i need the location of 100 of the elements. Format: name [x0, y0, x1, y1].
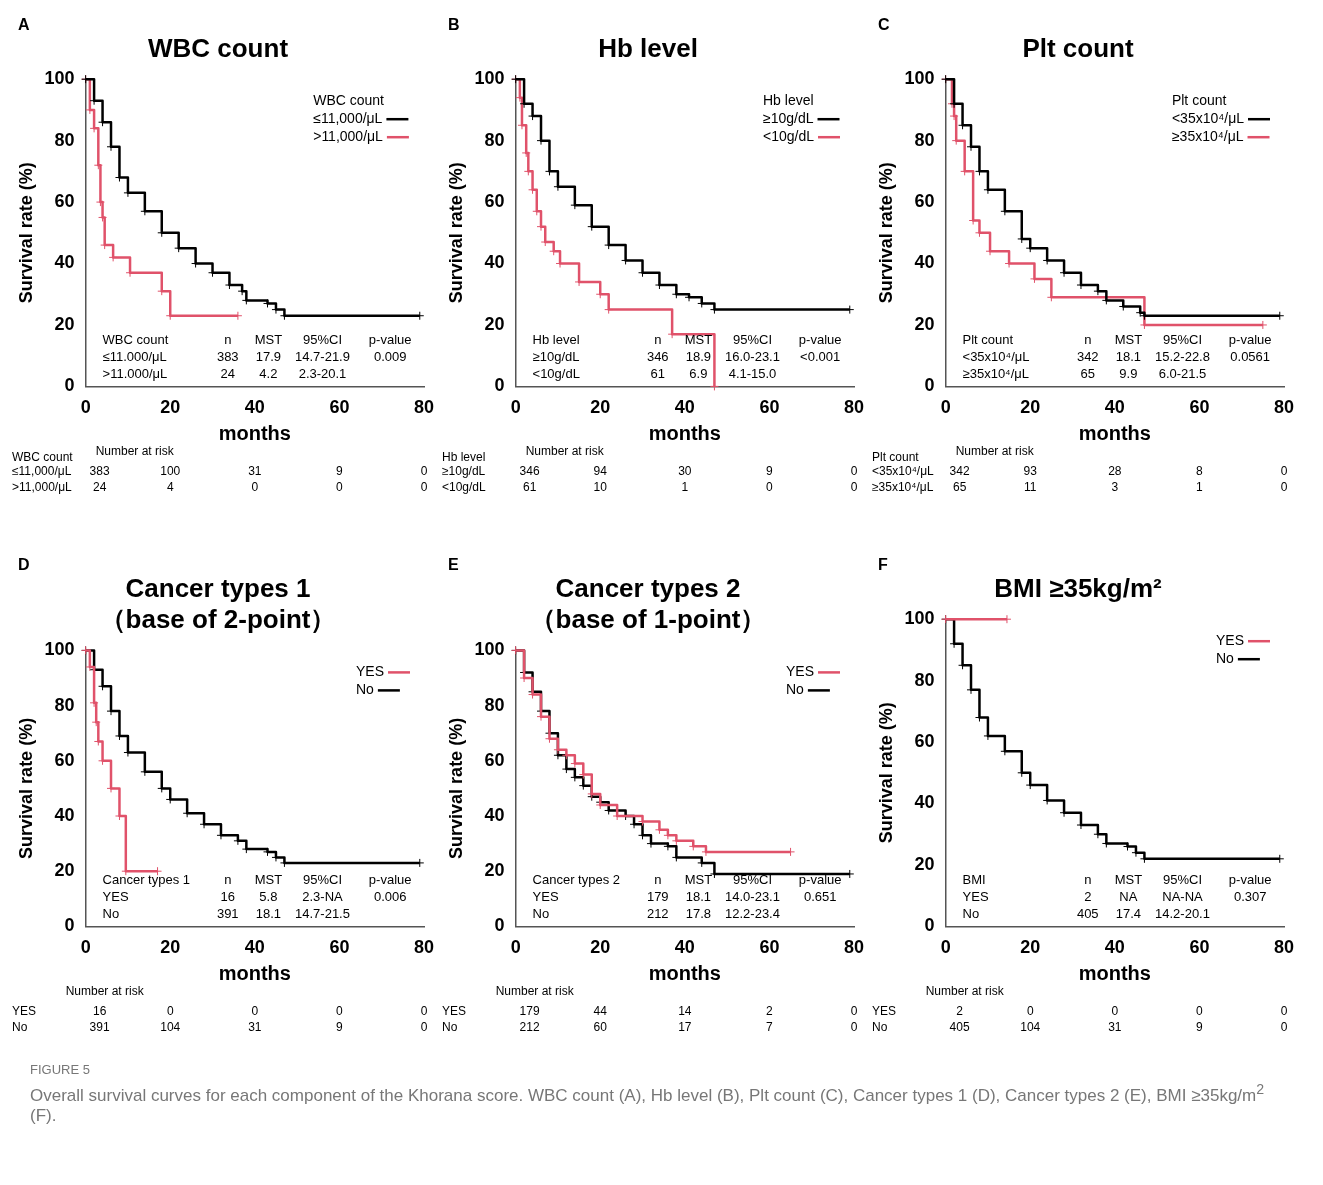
x-axis-title: months [1078, 961, 1151, 984]
chart-title: Plt count [1022, 32, 1134, 63]
x-tick-label: 80 [843, 937, 865, 958]
x-axis-title: months [648, 961, 721, 984]
text: ≥10g/dL 346 94 30 9 0 [442, 464, 858, 479]
text: YES 16 5.8 2.3-NA 0.006 [102, 888, 407, 904]
y-axis-title: Survival rate (%) [15, 717, 36, 859]
x-tick-label: 80 [1273, 937, 1295, 958]
text: ≥35x10⁴/μL 65 11 3 1 0 [872, 480, 1288, 495]
text: C [878, 16, 890, 34]
chart-title: WBC count [147, 32, 289, 63]
text: Number at risk [495, 984, 575, 999]
text: No 212 60 17 7 0 [442, 1020, 858, 1035]
x-tick-label: 0 [80, 937, 91, 958]
chart-title: Hb level [598, 32, 698, 63]
y-tick-label: 40 [484, 804, 505, 825]
x-tick-label: 80 [413, 937, 435, 958]
y-tick-label: 40 [914, 252, 935, 273]
y-tick-label: 100 [904, 68, 935, 89]
legend-label: YES [785, 663, 814, 680]
text: <10g/dL 61 6.9 4.1-15.0 [532, 365, 777, 381]
x-tick-label: 80 [413, 397, 435, 418]
x-tick-label: 40 [1104, 937, 1125, 958]
x-tick-label: 0 [510, 397, 521, 418]
chart-title: BMI ≥35kg/m² [994, 572, 1163, 603]
x-tick-label: 60 [329, 397, 350, 418]
text: No 405 104 31 9 0 [872, 1020, 1288, 1035]
x-tick-label: 40 [244, 397, 265, 418]
y-tick-label: 20 [54, 313, 75, 334]
text: ≤11.000/μL 383 17.9 14.7-21.9 0.009 [102, 348, 407, 364]
legend-label: No [355, 681, 375, 698]
text: >11,000/μL 24 4 0 0 0 [12, 480, 428, 495]
text: BMI n MST 95%CI p-value [962, 871, 1272, 887]
x-tick-label: 60 [1189, 397, 1210, 418]
x-tick-label: 0 [940, 937, 951, 958]
y-tick-label: 80 [914, 669, 935, 690]
x-axis-title: months [648, 421, 721, 444]
chart-title: Cancer types 2 （base of 1-point） [529, 572, 767, 634]
text: D [18, 556, 30, 574]
legend-label: No [785, 681, 805, 698]
x-tick-label: 40 [674, 937, 695, 958]
text: No 391 18.1 14.7-21.5 [102, 905, 350, 921]
x-tick-label: 80 [843, 397, 865, 418]
text: Number at risk [65, 984, 145, 999]
y-tick-label: 80 [484, 694, 505, 715]
text: ≤11,000/μL 383 100 31 9 0 [12, 464, 428, 479]
text: A [18, 16, 30, 34]
legend-label: ≤11,000/μL [313, 110, 383, 127]
y-tick-label: 20 [914, 853, 935, 874]
x-tick-label: 60 [759, 937, 780, 958]
x-tick-label: 80 [1273, 397, 1295, 418]
x-tick-label: 0 [940, 397, 951, 418]
caption: FIGURE 5 [30, 1062, 91, 1077]
x-tick-label: 60 [329, 937, 350, 958]
legend-title: WBC count [313, 92, 385, 109]
y-tick-label: 0 [924, 915, 935, 936]
y-tick-label: 40 [484, 252, 505, 273]
y-tick-label: 60 [914, 731, 935, 752]
text: No 391 104 31 9 0 [12, 1020, 428, 1035]
y-tick-label: 60 [914, 191, 935, 212]
legend-title: Hb level [763, 92, 814, 109]
chart-title: Cancer types 1 （base of 2-point） [99, 572, 337, 634]
legend-label: >11,000/μL [313, 128, 384, 145]
y-tick-label: 20 [54, 860, 75, 881]
text: Cancer types 2 n MST 95%CI p-value [532, 871, 842, 887]
y-tick-label: 100 [44, 639, 75, 660]
text: ≥10g/dL 346 18.9 16.0-23.1 <0.001 [532, 348, 841, 364]
text: Number at risk [925, 984, 1005, 999]
text: B [448, 16, 460, 34]
text: F [878, 556, 888, 574]
y-tick-label: 60 [54, 749, 75, 770]
text: Overall survival curves for each component of the Khorana score. WBC count (A), Hb level (B), Plt count (C), Cancer types 1 (D), Cancer types 2 (E), BMI ≥35kg/m$^{2}$ (F). [30, 1081, 1265, 1125]
x-tick-label: 20 [1020, 397, 1041, 418]
legend-label: No [1215, 650, 1235, 667]
text: E [448, 556, 459, 574]
y-tick-label: 0 [64, 915, 75, 936]
x-axis-title: months [218, 421, 291, 444]
x-tick-label: 20 [590, 937, 611, 958]
x-tick-label: 20 [590, 397, 611, 418]
y-tick-label: 80 [484, 129, 505, 150]
x-tick-label: 40 [674, 397, 695, 418]
x-tick-label: 40 [1104, 397, 1125, 418]
y-tick-label: 0 [64, 375, 75, 396]
text: ≥35x10⁴/μL 65 9.9 6.0-21.5 [962, 365, 1207, 381]
y-tick-label: 60 [54, 191, 75, 212]
y-tick-label: 40 [54, 804, 75, 825]
x-tick-label: 60 [1189, 937, 1210, 958]
legend-label: ≥10g/dL [763, 110, 814, 127]
x-axis-title: months [218, 961, 291, 984]
text: Hb level n MST 95%CI p-value [532, 331, 842, 347]
y-tick-label: 0 [494, 915, 505, 936]
text: WBC count n MST 95%CI p-value [102, 331, 412, 347]
text: YES 16 0 0 0 0 [12, 1004, 428, 1019]
y-axis-title: Survival rate (%) [15, 162, 36, 304]
y-tick-label: 0 [494, 375, 505, 396]
text: Plt count Number at risk [872, 444, 1034, 465]
x-tick-label: 20 [160, 937, 181, 958]
x-tick-label: 20 [1020, 937, 1041, 958]
text: No 212 17.8 12.2-23.4 [532, 905, 780, 921]
text: YES 179 44 14 2 0 [442, 1004, 858, 1019]
